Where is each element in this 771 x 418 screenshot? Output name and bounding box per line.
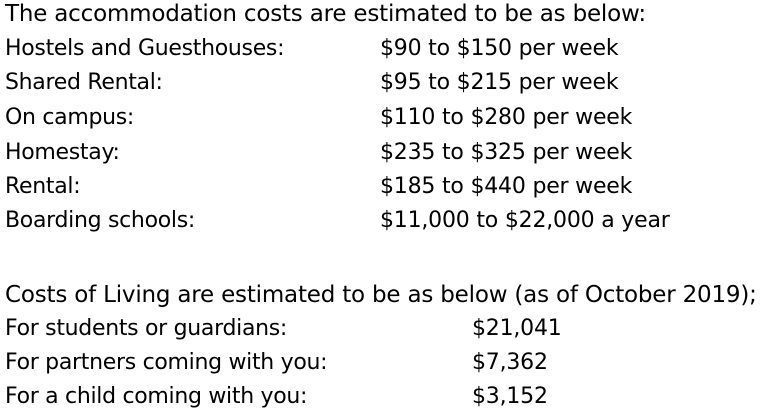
living-cost: $3,152 [472,384,548,409]
living-cost: $21,041 [472,316,562,341]
living-costs-heading: Costs of Living are estimated to be as b… [5,282,757,308]
accommodation-label: Shared Rental: [5,70,163,95]
accommodation-label: Boarding schools: [5,208,195,233]
living-label: For students or guardians: [5,316,288,341]
living-cost: $7,362 [472,350,548,375]
accommodation-label: Rental: [5,174,81,199]
accommodation-heading: The accommodation costs are estimated to… [5,1,646,27]
accommodation-cost: $185 to $440 per week [380,174,633,199]
accommodation-label: Homestay: [5,140,120,165]
accommodation-cost: $11,000 to $22,000 a year [380,208,670,233]
accommodation-cost: $110 to $280 per week [380,105,633,130]
accommodation-label: On campus: [5,105,135,130]
accommodation-cost: $235 to $325 per week [380,140,633,165]
accommodation-label: Hostels and Guesthouses: [5,36,285,61]
accommodation-cost: $90 to $150 per week [380,36,619,61]
living-label: For a child coming with you: [5,384,308,409]
living-label: For partners coming with you: [5,350,328,375]
accommodation-cost: $95 to $215 per week [380,70,619,95]
